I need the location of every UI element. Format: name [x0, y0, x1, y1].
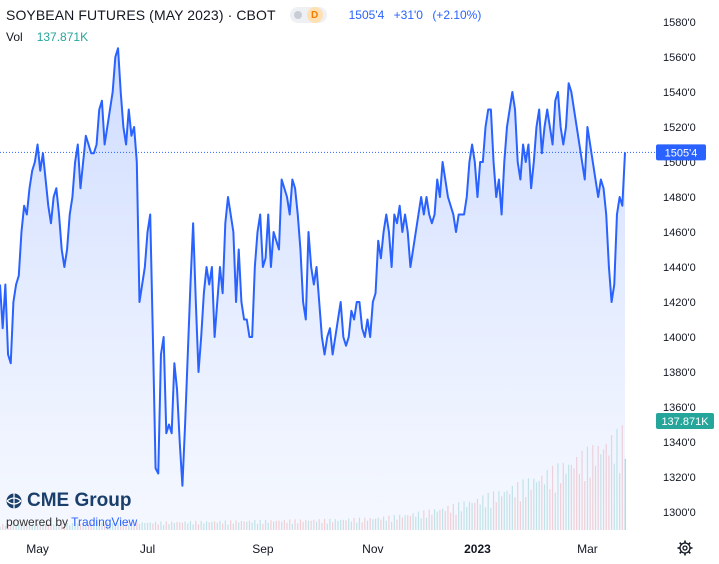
price-tick-label: 1300'0 — [663, 507, 696, 519]
price-tick-label: 1440'0 — [663, 262, 696, 274]
volume-badge — [656, 413, 714, 429]
price-tick-label: 1460'0 — [663, 227, 696, 239]
time-axis[interactable]: May Jul Sep Nov 2023 Mar — [26, 542, 598, 556]
market-status-dot-icon — [293, 11, 302, 19]
chart-header: SOYBEAN FUTURES (MAY 2023) · CBOT D 1505… — [6, 6, 487, 24]
price-tick-label: 1420'0 — [663, 297, 696, 309]
symbol-title: SOYBEAN FUTURES (MAY 2023) · CBOT — [6, 7, 276, 23]
last-price-badge-label: 1505'4 — [665, 147, 698, 159]
powered-by-label: powered by — [6, 515, 69, 529]
price-tick-label: 1360'0 — [663, 402, 696, 414]
time-tick-label: Mar — [577, 542, 598, 556]
powered-by: powered by TradingView — [6, 515, 137, 529]
tradingview-link[interactable]: TradingView — [71, 515, 138, 529]
volume-value: 137.871K — [36, 30, 89, 44]
price-area — [0, 48, 625, 530]
market-status-pill[interactable]: D — [289, 7, 327, 23]
price-tick-label: 1380'0 — [663, 367, 696, 379]
volume-badge-label: 137.871K — [661, 416, 709, 428]
time-tick-label: May — [26, 542, 49, 556]
volume-label: Vol — [6, 30, 23, 44]
interval-badge: D — [306, 7, 323, 23]
price-tick-label: 1480'0 — [663, 192, 696, 204]
price-quote: 1505'4 +31'0 (+2.10%) — [349, 8, 488, 22]
time-tick-label: Jul — [140, 542, 155, 556]
price-tick-label: 1320'0 — [663, 472, 696, 484]
axis-badges: 1505'4 137.871K — [656, 144, 714, 429]
price-tick-label: 1340'0 — [663, 437, 696, 449]
gear-icon[interactable] — [677, 540, 693, 556]
price-change: +31'0 — [393, 8, 423, 22]
price-tick-label: 1560'0 — [663, 52, 696, 64]
price-change-percent: (+2.10%) — [432, 8, 482, 22]
price-tick-label: 1400'0 — [663, 332, 696, 344]
cme-logo: CME Group powered by TradingView — [6, 490, 137, 529]
price-tick-label: 1540'0 — [663, 87, 696, 99]
last-price: 1505'4 — [348, 8, 385, 22]
last-price-badge — [656, 144, 706, 161]
price-axis[interactable]: 1580'01560'01540'01520'01500'01480'01460… — [663, 17, 696, 519]
volume-legend: Vol 137.871K — [6, 30, 88, 44]
time-tick-label: Nov — [362, 542, 383, 556]
cme-logo-text: CME Group — [27, 490, 132, 511]
price-tick-label: 1520'0 — [663, 122, 696, 134]
price-tick-label: 1580'0 — [663, 17, 696, 29]
price-line[interactable] — [0, 47, 626, 487]
time-tick-label: 2023 — [464, 542, 491, 556]
time-tick-label: Sep — [252, 542, 274, 556]
cme-globe-icon — [6, 493, 22, 509]
